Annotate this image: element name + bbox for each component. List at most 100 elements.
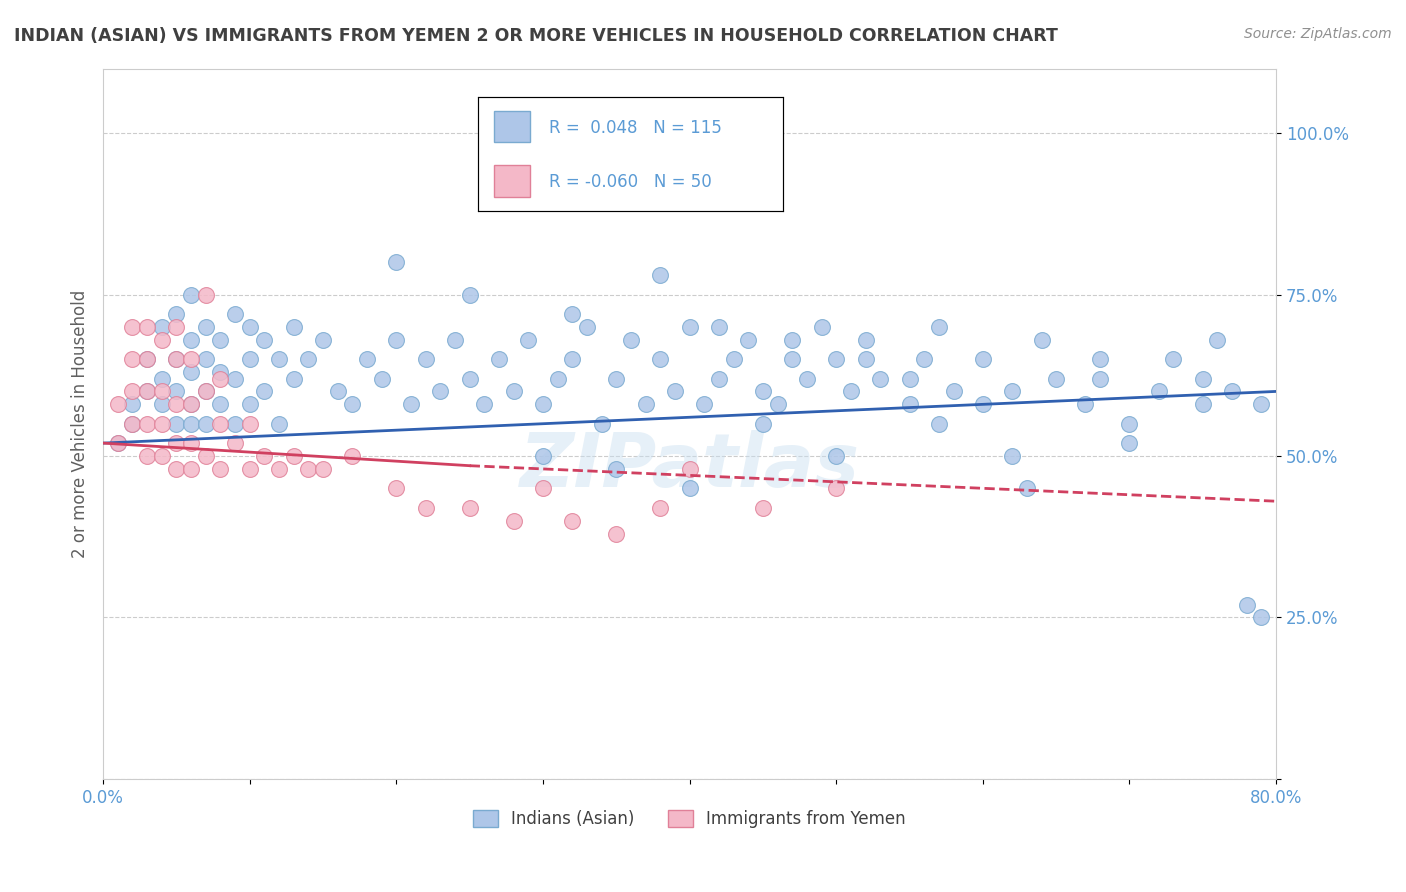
Point (194, 417, 217, 431)
Point (488, 352, 510, 367)
Point (1220, 384, 1243, 399)
Point (752, 500, 775, 515)
Point (869, 371, 891, 385)
Point (415, 500, 437, 515)
Point (150, 371, 173, 385)
Point (1250, 397, 1272, 411)
Point (561, 352, 583, 367)
Text: ZIPatlas: ZIPatlas (520, 430, 859, 503)
Point (121, 384, 143, 399)
Point (239, 319, 262, 334)
Point (502, 514, 524, 528)
Point (825, 481, 848, 495)
Point (1191, 397, 1213, 411)
Point (678, 462, 700, 476)
Point (194, 352, 217, 367)
Point (150, 449, 173, 463)
Point (650, 352, 672, 367)
Point (165, 319, 187, 334)
Point (150, 384, 173, 399)
Point (678, 481, 700, 495)
Point (165, 462, 187, 476)
Point (458, 287, 481, 301)
Point (429, 384, 451, 399)
Point (165, 352, 187, 367)
Point (634, 397, 657, 411)
Point (1163, 352, 1185, 367)
Point (194, 384, 217, 399)
Point (399, 397, 422, 411)
Point (356, 352, 378, 367)
Point (1001, 449, 1024, 463)
Point (1236, 598, 1258, 612)
Point (253, 333, 276, 347)
Point (972, 397, 994, 411)
Point (678, 319, 700, 334)
Point (1031, 333, 1053, 347)
Point (136, 384, 159, 399)
Point (1250, 610, 1272, 624)
Point (136, 352, 159, 367)
Point (267, 462, 290, 476)
Point (121, 352, 143, 367)
Point (283, 449, 305, 463)
Point (253, 449, 276, 463)
Point (707, 319, 730, 334)
Point (707, 371, 730, 385)
Point (928, 319, 950, 334)
Point (209, 371, 232, 385)
Point (297, 352, 319, 367)
Point (150, 417, 173, 431)
Point (297, 462, 319, 476)
Point (239, 397, 262, 411)
Point (180, 287, 202, 301)
Point (1118, 417, 1140, 431)
Point (209, 417, 232, 431)
Point (370, 371, 392, 385)
Point (283, 319, 305, 334)
Point (180, 462, 202, 476)
Point (224, 417, 246, 431)
Point (312, 462, 335, 476)
Point (180, 397, 202, 411)
Point (180, 333, 202, 347)
Point (267, 417, 290, 431)
Point (458, 500, 481, 515)
Point (194, 319, 217, 334)
Point (1015, 481, 1038, 495)
Point (664, 384, 686, 399)
Text: INDIAN (ASIAN) VS IMMIGRANTS FROM YEMEN 2 OR MORE VEHICLES IN HOUSEHOLD CORRELAT: INDIAN (ASIAN) VS IMMIGRANTS FROM YEMEN … (14, 27, 1057, 45)
Point (385, 481, 408, 495)
Point (855, 352, 877, 367)
Point (591, 417, 613, 431)
Point (605, 526, 627, 541)
Point (180, 352, 202, 367)
Point (283, 371, 305, 385)
Point (898, 371, 921, 385)
Point (224, 371, 246, 385)
Point (693, 397, 716, 411)
Point (165, 352, 187, 367)
Point (136, 384, 159, 399)
Point (1088, 371, 1111, 385)
Point (194, 287, 217, 301)
Point (165, 417, 187, 431)
Point (752, 417, 775, 431)
Point (825, 352, 848, 367)
Point (385, 255, 408, 269)
Point (737, 333, 759, 347)
Point (150, 397, 173, 411)
Text: Source: ZipAtlas.com: Source: ZipAtlas.com (1244, 27, 1392, 41)
Point (267, 352, 290, 367)
Point (107, 397, 129, 411)
Point (121, 417, 143, 431)
Point (1191, 371, 1213, 385)
Point (650, 500, 672, 515)
Point (342, 397, 364, 411)
Point (165, 307, 187, 321)
Point (444, 333, 467, 347)
Point (1074, 397, 1097, 411)
Point (810, 319, 832, 334)
Point (605, 371, 627, 385)
Point (342, 449, 364, 463)
